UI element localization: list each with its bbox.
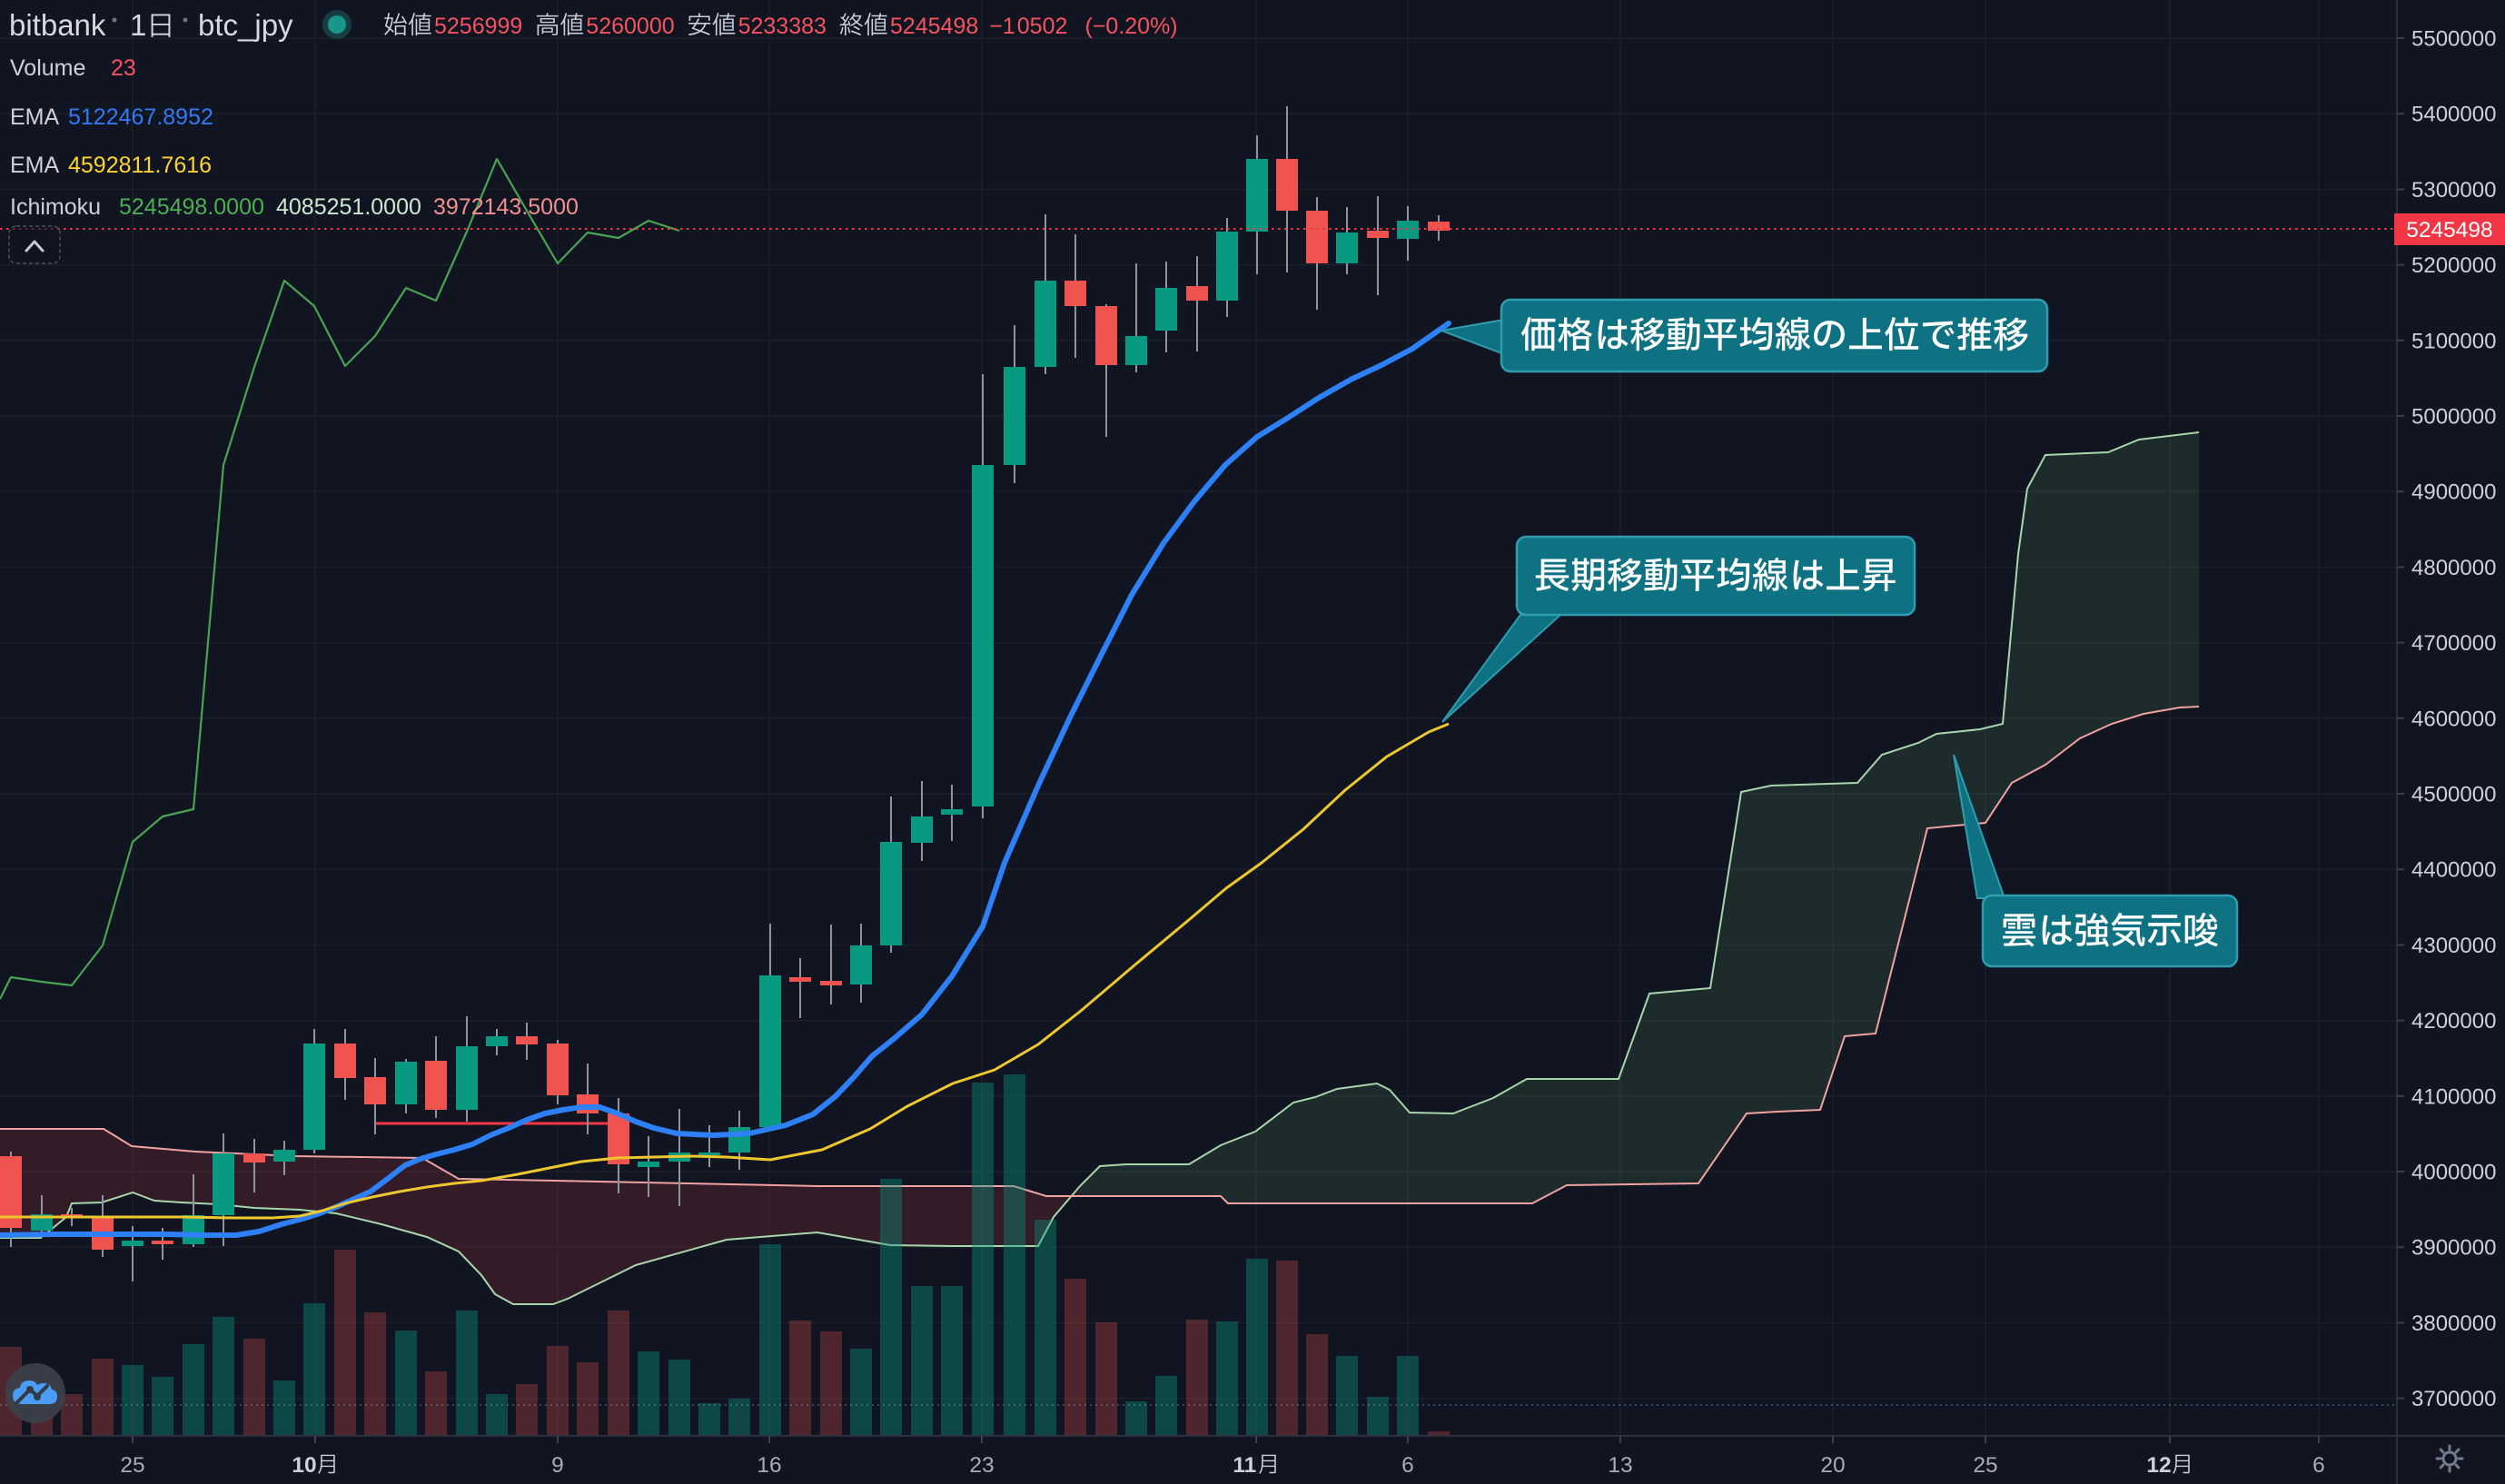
svg-text:5200000: 5200000: [2411, 253, 2496, 278]
svg-text:EMA: EMA: [10, 104, 60, 130]
svg-text:20: 20: [1820, 1453, 1845, 1478]
svg-text:5245498: 5245498: [890, 14, 978, 39]
svg-text:−1 0502: −1 0502: [989, 14, 1067, 39]
svg-text:1: 1: [130, 8, 146, 42]
svg-text:25: 25: [120, 1453, 144, 1478]
svg-text:6: 6: [2312, 1453, 2325, 1478]
svg-text:5245498: 5245498: [2406, 218, 2492, 242]
svg-text:6: 6: [1401, 1453, 1414, 1478]
svg-text:5300000: 5300000: [2411, 178, 2496, 203]
svg-text:12: 12: [2146, 1453, 2171, 1478]
svg-text:3972143.5000: 3972143.5000: [433, 194, 579, 220]
svg-text:25: 25: [1973, 1453, 1997, 1478]
svg-text:bitbank: bitbank: [9, 8, 106, 42]
svg-text:3900000: 3900000: [2411, 1236, 2496, 1261]
svg-text:3800000: 3800000: [2411, 1311, 2496, 1336]
svg-text:16: 16: [757, 1453, 781, 1478]
svg-text:4085251.0000: 4085251.0000: [276, 194, 421, 220]
svg-text:4600000: 4600000: [2411, 707, 2496, 731]
svg-text:5100000: 5100000: [2411, 329, 2496, 353]
svg-text:4700000: 4700000: [2411, 631, 2496, 656]
svg-text:5245498.0000: 5245498.0000: [119, 194, 264, 220]
svg-text:Volume: Volume: [10, 55, 85, 81]
svg-text:4500000: 4500000: [2411, 783, 2496, 807]
svg-text:5000000: 5000000: [2411, 405, 2496, 430]
svg-text:10: 10: [292, 1453, 316, 1478]
svg-text:13: 13: [1608, 1453, 1632, 1478]
svg-text:3700000: 3700000: [2411, 1387, 2496, 1411]
svg-text:23: 23: [969, 1453, 994, 1478]
svg-text:11: 11: [1233, 1453, 1256, 1478]
svg-text:5256999: 5256999: [434, 14, 522, 39]
svg-text:Ichimoku: Ichimoku: [10, 194, 101, 220]
svg-text:5122467.8952: 5122467.8952: [68, 104, 213, 130]
svg-text:4900000: 4900000: [2411, 480, 2496, 505]
svg-text:4800000: 4800000: [2411, 556, 2496, 580]
svg-text:4200000: 4200000: [2411, 1009, 2496, 1034]
svg-text:4400000: 4400000: [2411, 858, 2496, 883]
svg-text:5260000: 5260000: [586, 14, 674, 39]
svg-text:btc_jpy: btc_jpy: [198, 8, 293, 42]
svg-text:5233383: 5233383: [738, 14, 827, 39]
svg-text:(−0.20%): (−0.20%): [1085, 14, 1178, 39]
svg-text:9: 9: [551, 1453, 564, 1478]
svg-text:5400000: 5400000: [2411, 103, 2496, 127]
svg-text:EMA: EMA: [10, 153, 60, 178]
svg-text:4300000: 4300000: [2411, 934, 2496, 958]
svg-text:5500000: 5500000: [2411, 27, 2496, 52]
svg-text:23: 23: [111, 55, 136, 81]
svg-text:4000000: 4000000: [2411, 1161, 2496, 1185]
svg-text:4100000: 4100000: [2411, 1084, 2496, 1109]
svg-text:4592811.7616: 4592811.7616: [68, 153, 212, 178]
